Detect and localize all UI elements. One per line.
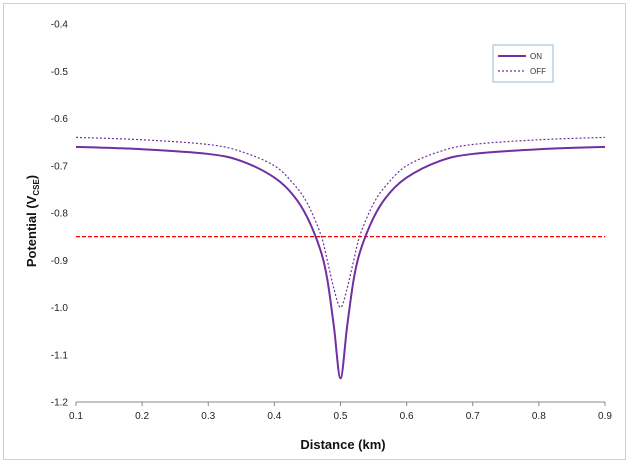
y-tick-label: -0.9 <box>51 256 69 267</box>
y-axis-title: Potential (VCSE) <box>24 175 41 267</box>
y-tick-label: -1.0 <box>51 303 69 314</box>
x-tick-label: 0.2 <box>135 411 149 422</box>
y-axis-title-subscript: CSE <box>32 179 41 196</box>
chart-frame: -0.4 -0.5 -0.6 -0.7 -0.8 -0.9 -1.0 -1.1 -1.2 0.1… <box>3 3 626 460</box>
x-axis-title: Distance (km) <box>300 437 385 452</box>
y-tick-label: -1.2 <box>51 398 69 409</box>
series-line-off <box>75 136 606 309</box>
x-tick-label: 0.9 <box>598 411 612 422</box>
series-line-on <box>75 145 606 380</box>
x-tick-label: 0.5 <box>334 411 348 422</box>
y-tick-label: -0.6 <box>51 114 69 125</box>
y-axis-title-tail: ) <box>24 175 39 179</box>
x-axis-ticks: 0.1 0.2 0.3 0.4 0.5 0.6 0.7 0.8 0.9 <box>69 402 612 422</box>
y-axis-title-main: Potential (V <box>24 195 39 267</box>
y-tick-label: -0.8 <box>51 209 69 220</box>
chart: -0.4 -0.5 -0.6 -0.7 -0.8 -0.9 -1.0 -1.1 -1.2 0.1… <box>24 20 612 453</box>
x-tick-label: 0.4 <box>267 411 281 422</box>
series-lines <box>75 136 606 380</box>
y-tick-label: -0.7 <box>51 161 69 172</box>
y-tick-label: -0.5 <box>51 67 69 78</box>
y-axis-ticks: -0.4 -0.5 -0.6 -0.7 -0.8 -0.9 -1.0 -1.1 -1.2 <box>51 20 69 409</box>
x-tick-label: 0.7 <box>466 411 480 422</box>
y-tick-label: -0.4 <box>51 20 69 31</box>
x-tick-label: 0.1 <box>69 411 83 422</box>
x-tick-label: 0.3 <box>201 411 215 422</box>
legend-label-on: ON <box>530 52 542 61</box>
x-tick-label: 0.8 <box>532 411 546 422</box>
y-tick-label: -1.1 <box>51 350 69 361</box>
legend-label-off: OFF <box>530 67 546 76</box>
legend-box <box>492 44 554 83</box>
legend: ON OFF <box>492 44 554 83</box>
x-tick-label: 0.6 <box>400 411 414 422</box>
